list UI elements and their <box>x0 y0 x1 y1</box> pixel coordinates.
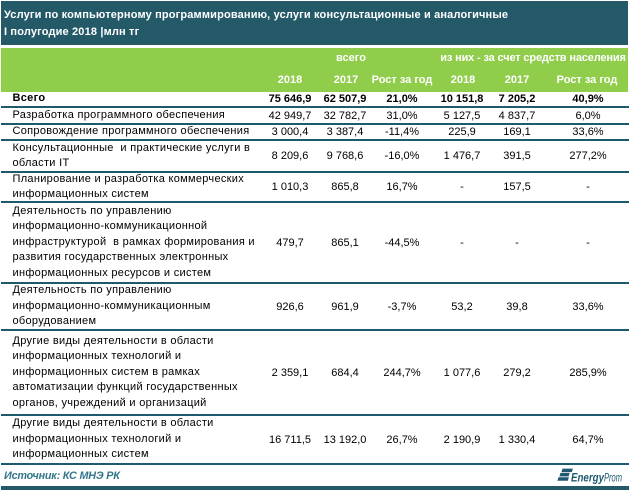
svg-text:Energy: Energy <box>571 473 604 485</box>
svg-text:Prom: Prom <box>604 473 622 485</box>
